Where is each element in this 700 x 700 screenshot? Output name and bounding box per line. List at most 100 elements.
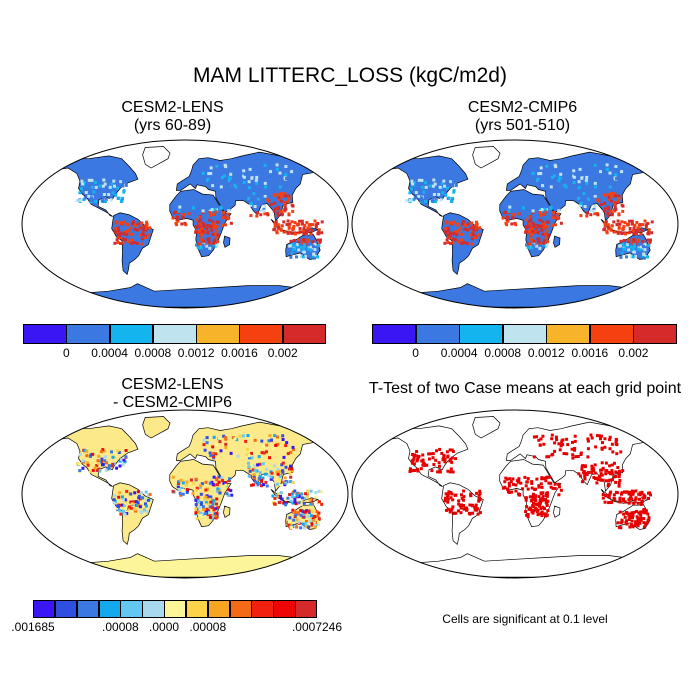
grid-cell bbox=[300, 496, 304, 500]
grid-cell bbox=[86, 463, 90, 467]
grid-cell bbox=[183, 206, 187, 210]
grid-cell bbox=[616, 199, 620, 203]
grid-cell bbox=[618, 244, 622, 248]
grid-cell bbox=[247, 180, 251, 184]
grid-cell bbox=[184, 483, 188, 487]
grid-cell bbox=[179, 478, 183, 482]
grid-cell bbox=[208, 515, 212, 519]
grid-cell bbox=[207, 511, 211, 515]
grid-cell bbox=[194, 218, 198, 222]
map-border bbox=[21, 139, 349, 309]
grid-cell bbox=[631, 513, 635, 517]
grid-cell bbox=[600, 446, 604, 450]
grid-cell bbox=[189, 478, 193, 482]
grid-cell bbox=[291, 481, 295, 484]
grid-cell bbox=[573, 434, 577, 438]
grid-cell bbox=[551, 486, 555, 490]
grid-cell bbox=[113, 494, 117, 498]
grid-cell bbox=[303, 522, 307, 526]
grid-cell bbox=[541, 232, 545, 236]
grid-cell bbox=[86, 461, 90, 465]
grid-cell bbox=[646, 232, 650, 236]
grid-cell bbox=[637, 492, 641, 496]
grid-cell bbox=[104, 468, 108, 472]
grid-cell bbox=[593, 463, 597, 467]
landmass-northAmerica bbox=[51, 425, 139, 487]
grid-cell bbox=[107, 180, 110, 184]
grid-cell bbox=[253, 438, 257, 442]
colorbar-swatch bbox=[54, 600, 78, 618]
grid-cell bbox=[276, 223, 280, 227]
colorbar-label: 0 bbox=[412, 346, 419, 360]
grid-cell bbox=[649, 238, 652, 242]
grid-cell bbox=[527, 220, 531, 224]
grid-cell bbox=[124, 183, 128, 187]
grid-cell bbox=[643, 248, 647, 252]
grid-cell bbox=[280, 224, 284, 228]
grid-cell bbox=[629, 494, 633, 498]
grid-cell bbox=[180, 222, 184, 226]
grid-cell bbox=[609, 191, 613, 195]
grid-cell bbox=[111, 191, 115, 195]
grid-cell bbox=[195, 486, 199, 490]
grid-cell bbox=[612, 497, 616, 501]
grid-cell bbox=[127, 228, 131, 232]
grid-cell bbox=[178, 205, 182, 209]
grid-cell bbox=[450, 460, 454, 464]
grid-cell bbox=[263, 192, 267, 195]
grid-cell bbox=[466, 222, 470, 226]
grid-cell bbox=[230, 493, 234, 497]
grid-cell bbox=[606, 205, 610, 209]
grid-cell bbox=[618, 497, 622, 501]
grid-cell bbox=[249, 202, 253, 205]
grid-cell bbox=[413, 469, 416, 472]
grid-cell bbox=[292, 448, 296, 452]
grid-cell bbox=[251, 483, 255, 487]
grid-cell bbox=[135, 228, 139, 232]
grid-cell bbox=[506, 490, 510, 494]
grid-cell bbox=[95, 464, 99, 467]
grid-cell bbox=[431, 184, 435, 188]
grid-cell bbox=[202, 239, 206, 243]
grid-cell bbox=[539, 224, 543, 228]
grid-cell bbox=[278, 500, 282, 504]
grid-cell bbox=[147, 498, 150, 502]
grid-cell bbox=[646, 238, 650, 242]
grid-cell bbox=[614, 470, 618, 474]
grid-cell bbox=[272, 209, 276, 213]
grid-cell bbox=[311, 223, 315, 227]
grid-cell bbox=[215, 224, 219, 228]
grid-cell bbox=[205, 227, 209, 231]
grid-cell bbox=[599, 203, 603, 206]
grid-cell bbox=[634, 254, 637, 258]
grid-cell bbox=[614, 437, 618, 441]
grid-cell bbox=[545, 229, 549, 233]
grid-cell bbox=[307, 252, 310, 256]
grid-cell bbox=[313, 219, 317, 223]
grid-cell bbox=[629, 515, 633, 518]
grid-cell bbox=[316, 514, 320, 518]
grid-cell bbox=[614, 440, 618, 444]
grid-cell bbox=[606, 211, 610, 215]
grid-cell bbox=[626, 238, 630, 242]
grid-cell bbox=[446, 493, 450, 497]
grid-cell bbox=[209, 224, 213, 228]
grid-cell bbox=[446, 233, 450, 237]
grid-cell bbox=[105, 461, 108, 465]
grid-cell bbox=[628, 490, 631, 494]
grid-cell bbox=[207, 240, 211, 244]
landmass-eurasia bbox=[175, 151, 327, 223]
grid-cell bbox=[125, 512, 129, 515]
grid-cell bbox=[538, 504, 541, 508]
grid-cell bbox=[96, 459, 100, 463]
grid-cell bbox=[284, 481, 288, 485]
grid-cell bbox=[589, 202, 593, 206]
grid-cell bbox=[473, 236, 477, 240]
grid-cell bbox=[642, 508, 646, 511]
grid-cell bbox=[146, 493, 150, 497]
grid-cell bbox=[599, 175, 603, 179]
grid-cell bbox=[631, 525, 635, 529]
grid-cell bbox=[532, 225, 536, 228]
grid-cell bbox=[320, 502, 324, 506]
grid-cell bbox=[590, 470, 594, 474]
